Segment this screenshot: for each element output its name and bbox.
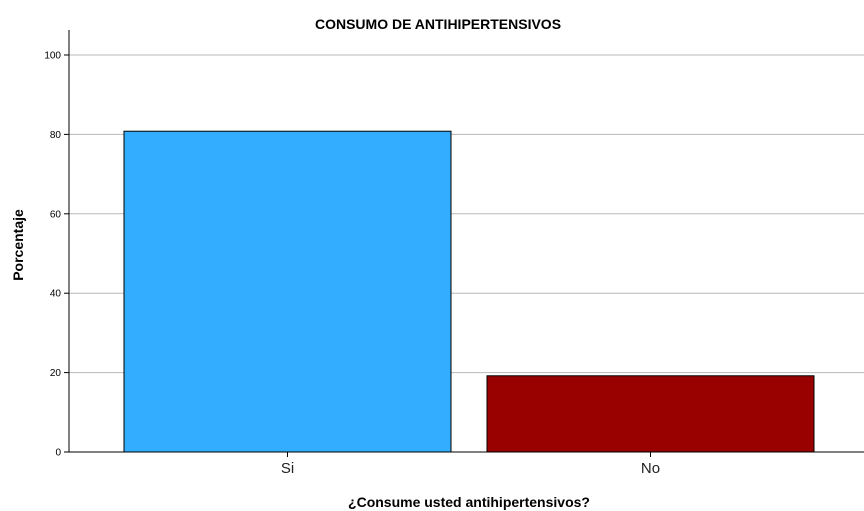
bar-si xyxy=(123,130,452,453)
y-tick-labels: 0 20 40 60 80 100 xyxy=(44,51,69,459)
bars xyxy=(123,130,815,453)
y-axis-label: Porcentaje xyxy=(10,209,26,281)
y-tick-label: 100 xyxy=(44,51,61,62)
y-tick-label: 40 xyxy=(50,289,62,300)
y-tick-label: 60 xyxy=(50,209,62,220)
chart-title: CONSUMO DE ANTIHIPERTENSIVOS xyxy=(315,16,561,32)
x-tick-label: Si xyxy=(281,460,294,477)
x-tick-label: No xyxy=(641,460,660,477)
y-tick-label: 20 xyxy=(50,368,62,379)
y-tick-label: 0 xyxy=(55,448,61,459)
bar-no xyxy=(486,375,815,453)
y-tick-label: 80 xyxy=(50,130,62,141)
x-tick-labels: Si No xyxy=(281,452,660,477)
x-axis-label: ¿Consume usted antihipertensivos? xyxy=(348,494,590,510)
